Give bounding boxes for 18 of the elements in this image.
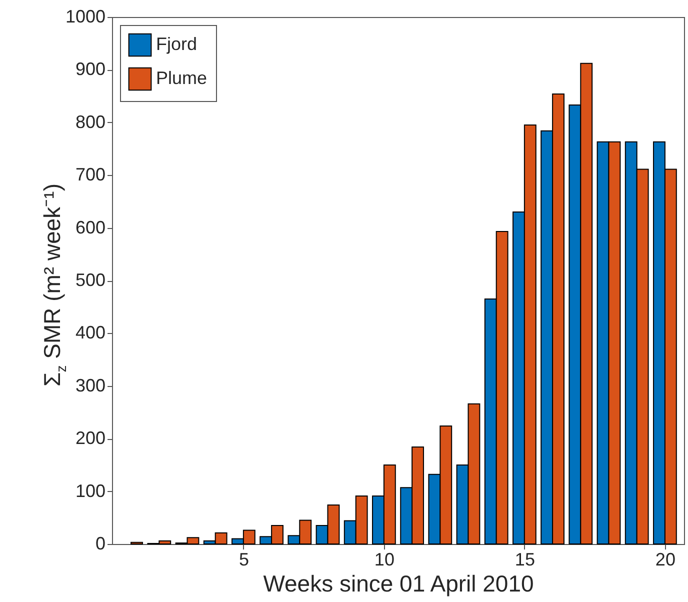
y-tick-label: 200: [75, 428, 106, 448]
x-tick-label: 15: [514, 550, 535, 570]
y-tick-label: 600: [75, 217, 106, 238]
y-tick-label: 500: [75, 270, 106, 290]
y-tick-label: 300: [75, 375, 106, 396]
legend-label: Fjord: [156, 34, 198, 54]
x-tick-label: 10: [374, 550, 394, 570]
x-axis-title: Weeks since 01 April 2010: [263, 570, 534, 596]
y-tick-label: 1000: [65, 6, 106, 26]
y-tick-label: 700: [75, 164, 106, 185]
legend-label: Plume: [156, 68, 208, 88]
y-tick-label: 100: [75, 480, 106, 501]
x-tick-label: 5: [238, 550, 249, 570]
x-tick-label: 20: [655, 550, 676, 570]
y-tick-label: 800: [75, 112, 106, 132]
y-tick-label: 400: [75, 322, 106, 343]
y-tick-label: 0: [95, 534, 106, 554]
y-tick-label: 900: [75, 59, 106, 80]
